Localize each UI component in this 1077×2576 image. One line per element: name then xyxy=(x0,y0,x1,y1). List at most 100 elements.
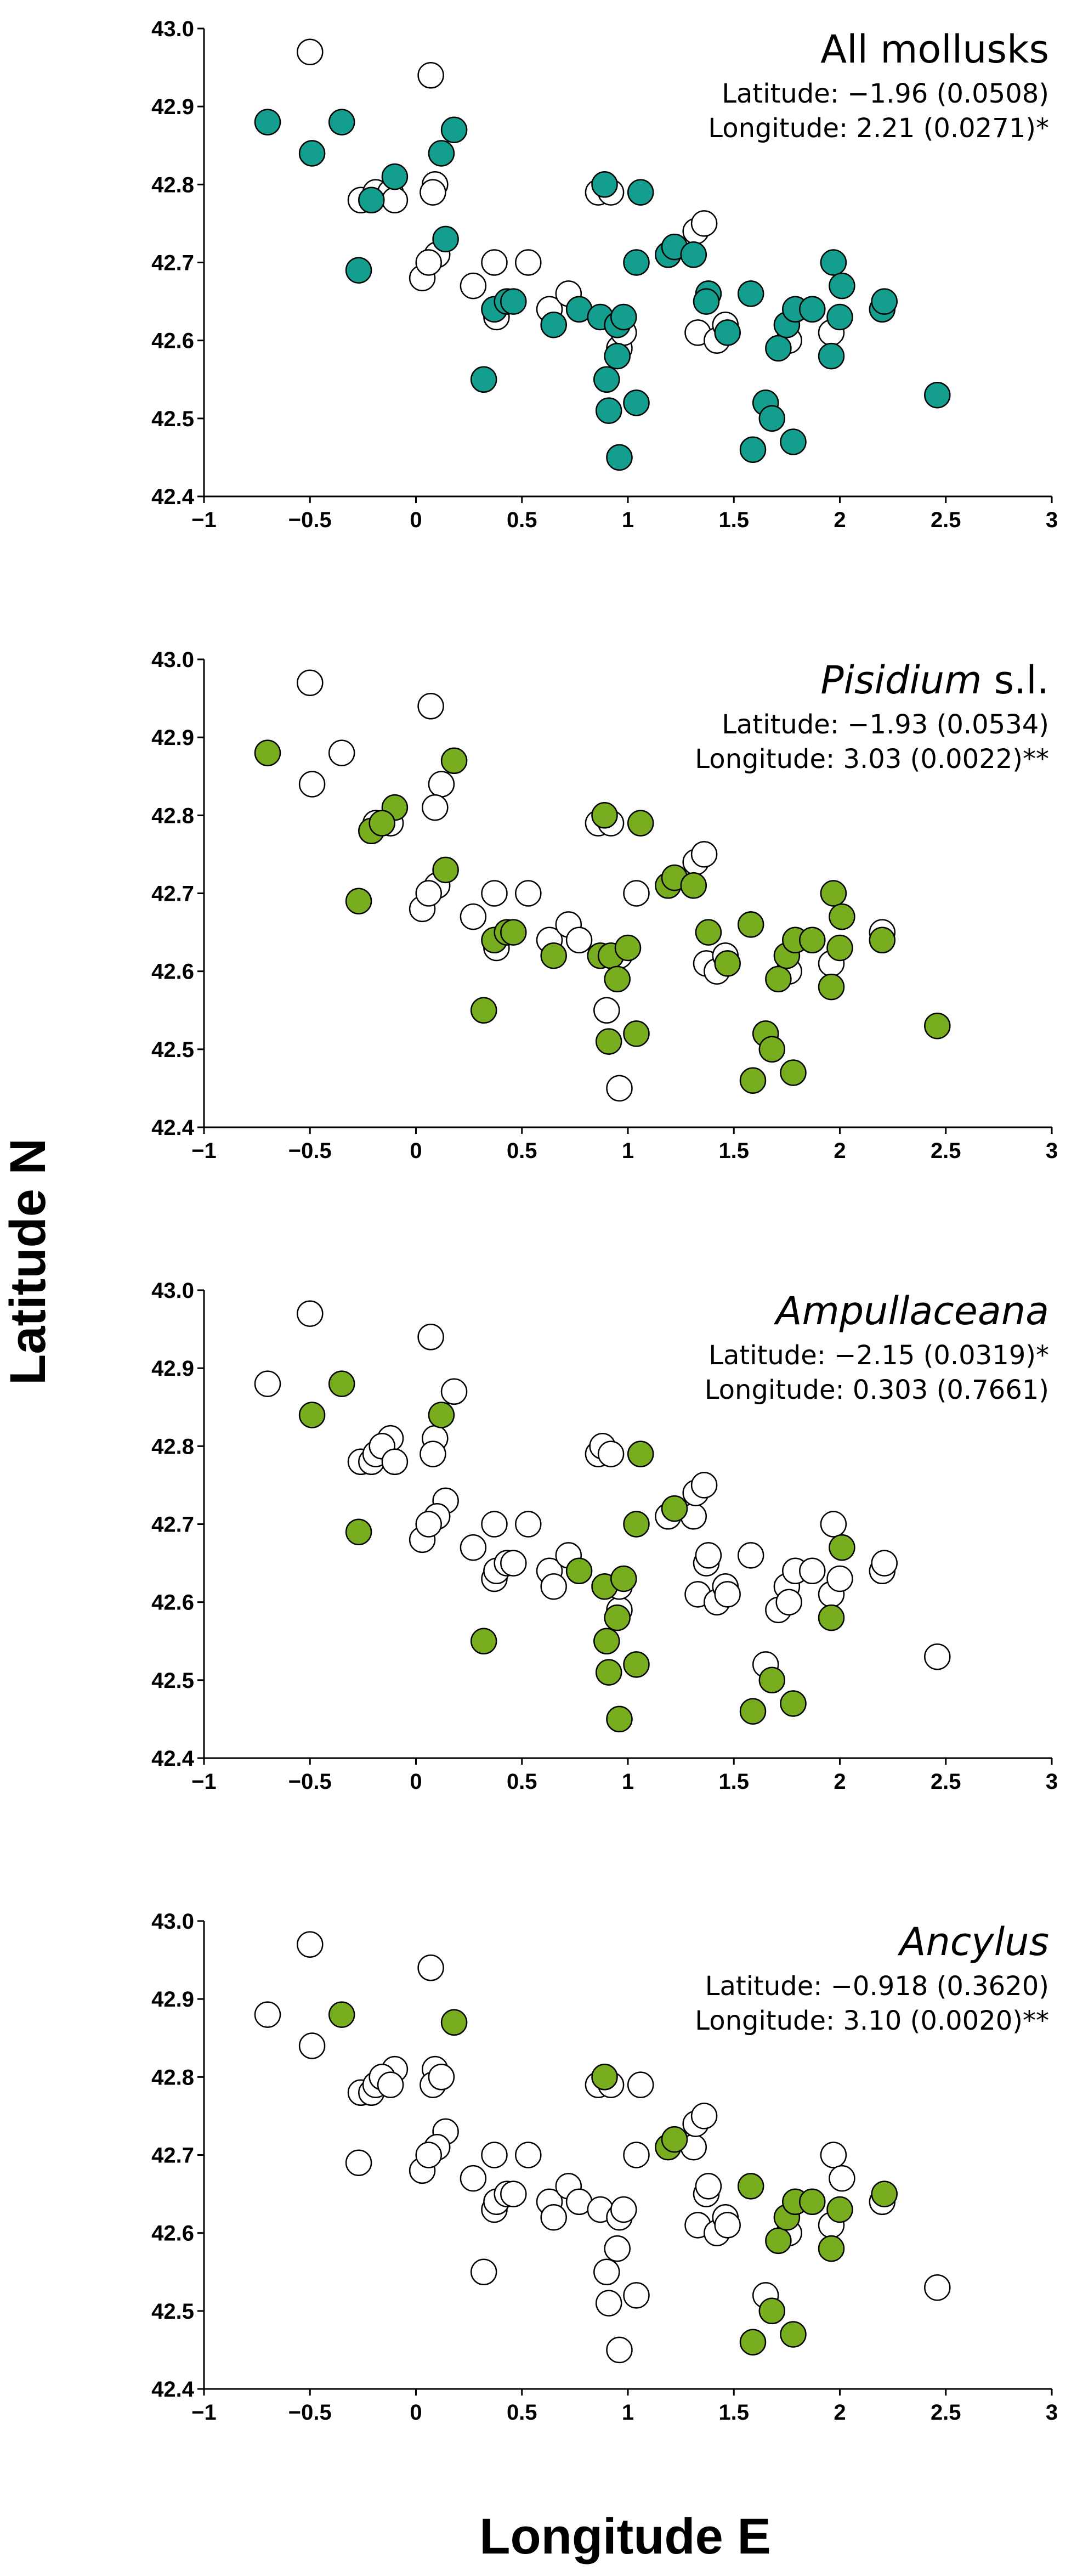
point-present xyxy=(758,1036,786,1063)
point-present xyxy=(345,1518,372,1545)
point-absent xyxy=(714,2212,741,2239)
point-present xyxy=(470,366,497,393)
point-absent xyxy=(690,1472,718,1499)
point-absent xyxy=(460,2165,487,2192)
point-absent xyxy=(690,841,718,868)
point-absent xyxy=(829,2165,855,2192)
point-absent xyxy=(540,2204,567,2231)
y-tick-label: 42.9 xyxy=(151,1357,194,1381)
y-tick-label: 42.5 xyxy=(151,2300,194,2324)
point-present xyxy=(440,747,468,775)
point-present xyxy=(298,140,326,167)
point-present xyxy=(627,810,654,837)
point-absent xyxy=(820,1511,847,1538)
point-absent xyxy=(695,2173,722,2200)
point-absent xyxy=(714,1581,741,1608)
point-present xyxy=(591,2064,618,2091)
point-absent xyxy=(623,2282,650,2309)
x-tick-label: 3 xyxy=(1046,1770,1058,1794)
point-absent xyxy=(500,2180,527,2207)
y-tick-label: 42.4 xyxy=(151,1747,195,1771)
point-absent xyxy=(481,249,508,276)
point-absent xyxy=(460,1534,487,1561)
point-present xyxy=(780,1690,807,1717)
point-present xyxy=(254,109,281,135)
point-present xyxy=(500,919,527,946)
y-tick-label: 42.9 xyxy=(151,1987,194,2012)
point-present xyxy=(871,288,898,315)
point-absent xyxy=(297,1300,324,1327)
point-present xyxy=(758,2297,786,2325)
point-absent xyxy=(440,1378,468,1405)
point-present xyxy=(540,942,567,969)
point-present xyxy=(765,965,792,993)
point-absent xyxy=(417,1324,444,1351)
point-absent xyxy=(345,2149,372,2176)
point-present xyxy=(470,997,497,1024)
point-absent xyxy=(593,997,620,1024)
point-present xyxy=(826,303,853,331)
point-present xyxy=(680,241,707,268)
point-present xyxy=(820,880,847,907)
point-absent xyxy=(460,272,487,300)
point-present xyxy=(826,2196,853,2223)
point-present xyxy=(627,1440,654,1467)
x-tick-label: 0.5 xyxy=(507,508,537,532)
point-absent xyxy=(415,880,442,907)
y-tick-label: 42.5 xyxy=(151,1038,194,1062)
point-absent xyxy=(515,2142,542,2168)
point-present xyxy=(369,810,395,837)
panel-title: All mollusks xyxy=(820,27,1049,72)
point-present xyxy=(358,187,385,214)
point-present xyxy=(604,342,631,370)
y-tick-label: 42.4 xyxy=(151,1116,195,1140)
stat-longitude: Longitude: 0.303 (0.7661) xyxy=(705,1375,1049,1405)
x-tick-label: 1.5 xyxy=(718,508,749,532)
point-present xyxy=(591,171,618,198)
point-absent xyxy=(254,1370,281,1397)
point-present xyxy=(593,366,620,393)
point-absent xyxy=(422,794,449,821)
point-present xyxy=(595,397,622,424)
x-tick-label: 3 xyxy=(1046,2400,1058,2425)
point-present xyxy=(500,288,527,315)
point-absent xyxy=(428,2064,455,2091)
y-tick-label: 42.7 xyxy=(151,2144,194,2168)
point-present xyxy=(695,919,722,946)
stat-longitude: Longitude: 2.21 (0.0271)* xyxy=(708,113,1049,144)
point-present xyxy=(680,872,707,899)
point-present xyxy=(871,2180,898,2207)
point-present xyxy=(765,2227,792,2255)
point-present xyxy=(565,1557,593,1585)
point-absent xyxy=(481,2142,508,2168)
x-tick-label: 1.5 xyxy=(718,2400,749,2425)
x-tick-label: 0 xyxy=(410,2400,422,2425)
x-tick-label: −0.5 xyxy=(288,1770,332,1794)
point-present xyxy=(595,1028,622,1055)
point-present xyxy=(758,405,786,432)
point-absent xyxy=(871,1550,898,1577)
stat-latitude: Latitude: −1.96 (0.0508) xyxy=(722,78,1049,109)
point-absent xyxy=(420,179,446,206)
y-tick-label: 42.8 xyxy=(151,1434,194,1459)
point-present xyxy=(869,927,896,954)
point-present xyxy=(623,1651,650,1678)
x-tick-label: −1 xyxy=(191,1770,217,1794)
point-present xyxy=(818,1604,845,1631)
y-tick-label: 42.6 xyxy=(151,960,194,984)
point-present xyxy=(432,856,459,884)
x-tick-label: 1.5 xyxy=(718,1139,749,1163)
stat-longitude: Longitude: 3.10 (0.0020)** xyxy=(695,2006,1049,2036)
point-absent xyxy=(515,880,542,907)
point-present xyxy=(440,2009,468,2036)
stat-latitude: Latitude: −0.918 (0.3620) xyxy=(705,1971,1049,2002)
x-tick-label: 1 xyxy=(622,1770,634,1794)
point-present xyxy=(623,389,650,416)
panel-title-part: s.l. xyxy=(982,658,1049,703)
y-tick-label: 42.7 xyxy=(151,882,194,906)
point-absent xyxy=(924,1643,951,1670)
point-absent xyxy=(298,2032,326,2059)
point-present xyxy=(829,903,855,930)
x-tick-label: 2 xyxy=(834,1139,846,1163)
x-tick-label: 2.5 xyxy=(931,1770,961,1794)
